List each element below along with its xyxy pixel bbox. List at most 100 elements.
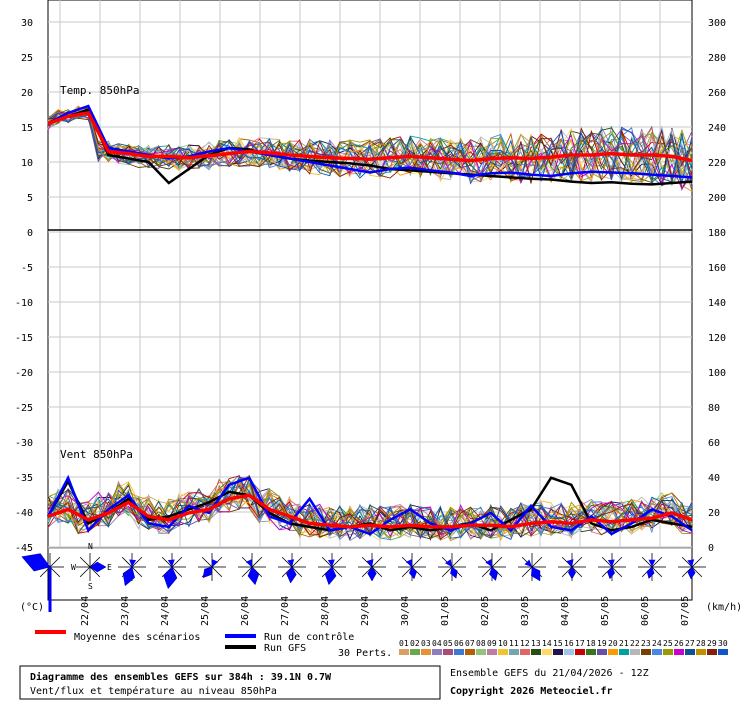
pert-number: 01 [399,639,409,648]
x-label: 28/04 [320,596,331,626]
wind-rose [598,553,626,581]
temp-right-tick: 260 [708,88,726,99]
pert-swatch [465,649,475,655]
wind-rose [318,553,346,586]
pert-number: 21 [619,639,629,648]
pert-swatch [421,649,431,655]
pert-number: 03 [421,639,431,648]
footer-copyright: Copyright 2026 Meteociel.fr [450,685,613,697]
wind-rose [478,553,506,582]
pert-number: 09 [487,639,497,648]
wind-right-tick: 20 [708,508,720,519]
temp-pert-line [47,108,693,183]
pert-number: 16 [564,639,574,648]
unit-kmh: (km/h) [706,602,740,613]
x-label: 27/04 [280,596,291,626]
pert-swatch [553,649,563,655]
wind-rose [198,553,226,581]
temp-pert-line [47,108,693,181]
wind-rose [358,553,386,582]
x-label: 04/05 [560,596,571,626]
compass-e: E [107,563,112,572]
wind-right-tick: 40 [708,473,720,484]
pert-number: 14 [542,639,552,648]
temp-pert-line [47,107,693,184]
wind-right-tick: 180 [708,228,726,239]
temp-right-tick: 220 [708,158,726,169]
left-axis-ticks: 30 25 20 15 10 5 0 -5 -10 -15 -20 -25 -30 -35 -40 -45 [15,18,33,554]
wind-rose [398,553,426,581]
pert-number: 18 [586,639,596,648]
wind-left-tick: -15 [15,333,33,344]
main-series-lines [46,104,693,536]
pert-swatch [432,649,442,655]
wind-right-tick: 160 [708,263,726,274]
pert-swatch [509,649,519,655]
x-label: 30/04 [400,596,411,626]
wind-rose [21,553,64,581]
wind-rose [118,553,146,587]
footer-box [19,665,441,700]
wind-right-tick: 80 [708,403,720,414]
wind-pert-line [47,484,693,542]
wind-panel-label: Vent 850hPa [60,448,133,461]
wind-pert-line [47,488,693,540]
compass-rose: N W E S [71,542,112,591]
wind-left-tick: -45 [15,543,33,554]
pert-swatch [630,649,640,655]
legend-mean-label: Moyenne des scénarios [74,631,200,643]
wind-rose [278,553,306,584]
pert-swatch [696,649,706,655]
pert-number: 10 [498,639,508,648]
pert-number: 23 [641,639,651,648]
legend-gfs-label: Run GFS [264,643,306,654]
pert-number: 27 [685,639,695,648]
wind-left-tick: -5 [21,263,33,274]
pert-swatch [652,649,662,655]
wind-right-tick: 60 [708,438,720,449]
pert-number: 02 [410,639,420,648]
pert-number: 26 [674,639,684,648]
pert-swatch [718,649,728,655]
pert-number: 15 [553,639,563,648]
pert-swatch [575,649,585,655]
temp-right-tick: 240 [708,123,726,134]
pert-number: 06 [454,639,464,648]
compass-s: S [88,582,93,591]
pert-number: 13 [531,639,541,648]
pert-swatch [608,649,618,655]
pert-number: 11 [509,639,519,648]
footer-subtitle: Vent/flux et température au niveau 850hP… [30,685,277,697]
pert-swatch [663,649,673,655]
wind-pert-line [47,475,693,541]
unit-celsius: (°C) [20,602,44,613]
pert-swatch [487,649,497,655]
x-label: 24/04 [160,596,171,626]
footer-run: Ensemble GEFS du 21/04/2026 - 12Z [450,668,649,679]
pert-number: 25 [663,639,673,648]
perturbation-legend: 01 02 03 04 05 06 07 08 09 10 11 12 13 14 15 16 17 18 19 20… [399,639,728,655]
pert-swatch [498,649,508,655]
legend: Moyenne des scénarios Run de contrôle Ru… [35,630,728,659]
wind-left-tick: -20 [15,368,33,379]
pert-swatch [674,649,684,655]
footer-title: Diagramme des ensembles GEFS sur 384h : … [30,671,332,683]
temp-left-tick: 10 [21,158,33,169]
x-label: 29/04 [360,596,371,626]
pert-swatch [685,649,695,655]
temp-pert-line [47,107,693,186]
wind-rose [76,553,107,581]
wind-right-tick: 140 [708,298,726,309]
wind-right-tick: 100 [708,368,726,379]
grid [48,0,692,548]
pert-swatch [476,649,486,655]
right-axis-ticks: 3002802602402202001801601401201008060402… [708,18,726,554]
pert-number: 08 [476,639,486,648]
legend-control-label: Run de contrôle [264,631,354,643]
x-label: 22/04 [80,596,91,626]
x-label: 01/05 [440,596,451,626]
pert-swatch [531,649,541,655]
wind-right-tick: 0 [708,543,714,554]
pert-swatch [564,649,574,655]
